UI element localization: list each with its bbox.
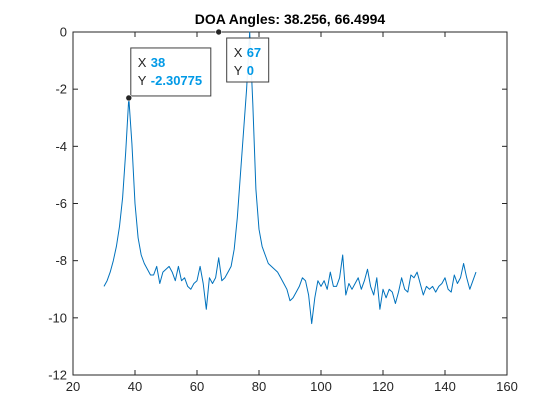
datatip-marker[interactable] (215, 28, 222, 36)
x-tick-label: 60 (190, 379, 204, 394)
datatip-y-value: -2.30775 (151, 73, 202, 88)
x-tick-label: 40 (128, 379, 142, 394)
y-tick-label: -2 (55, 82, 67, 97)
datatip-x-value: 38 (151, 55, 165, 70)
datatip-marker[interactable] (125, 94, 133, 102)
y-tick-label: -10 (48, 310, 67, 325)
y-tick-label: 0 (60, 25, 67, 40)
y-tick-label: -12 (48, 368, 67, 383)
series-layer (103, 31, 477, 325)
chart-title: DOA Angles: 38.256, 66.4994 (195, 11, 386, 27)
datatip-x-key: X (234, 45, 243, 60)
x-tick-label: 100 (310, 379, 332, 394)
y-tick-label: -8 (55, 253, 67, 268)
spectrum-series-line (103, 31, 477, 325)
x-tick-label: 20 (66, 379, 80, 394)
y-tick-label: -4 (55, 139, 67, 154)
axes: 20 40 60 80 100 120 140 160 0 -2 -4 -6 -8 -10 -12 (48, 25, 518, 395)
x-tick-label: 120 (372, 379, 394, 394)
datatip[interactable]: X 67 Y 0 (226, 37, 270, 83)
x-tick-label: 140 (434, 379, 456, 394)
datatip-y-value: 0 (247, 63, 254, 78)
x-tick-label: 160 (496, 379, 518, 394)
datatip[interactable]: X 38 Y -2.30775 (130, 47, 212, 97)
datatip-x-key: X (138, 55, 147, 70)
y-tick-label: -6 (55, 196, 67, 211)
datatip-y-key: Y (138, 73, 147, 88)
datatip-box (130, 47, 212, 97)
x-tick-label: 80 (252, 379, 266, 394)
datatip-x-value: 67 (247, 45, 261, 60)
datatip-y-key: Y (234, 63, 243, 78)
datatip-box (226, 37, 270, 83)
